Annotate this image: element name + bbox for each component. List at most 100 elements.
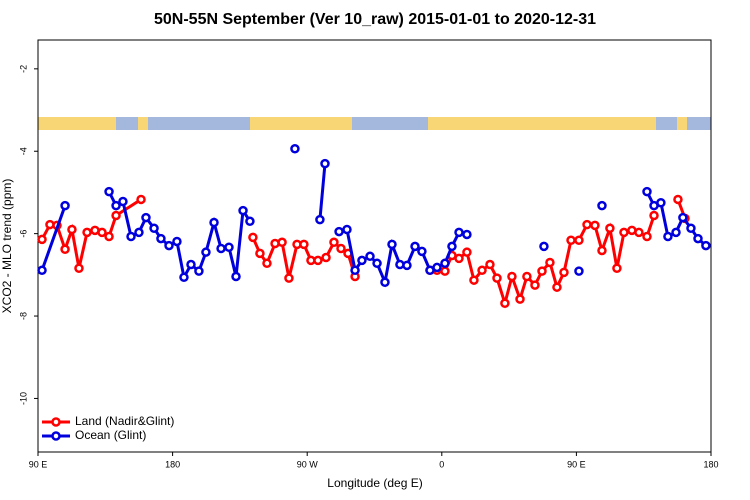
series-line — [40, 163, 707, 288]
data-point — [634, 227, 644, 238]
data-point — [539, 241, 549, 252]
data-point — [186, 259, 196, 270]
data-point — [656, 197, 666, 208]
data-point — [462, 229, 472, 240]
data-point — [673, 194, 683, 205]
data-point — [671, 227, 681, 238]
data-point — [299, 239, 309, 250]
data-point — [336, 243, 346, 254]
data-point — [566, 235, 576, 245]
data-point — [365, 251, 375, 262]
data-point — [582, 219, 592, 230]
data-point — [612, 263, 622, 273]
data-point — [678, 212, 688, 223]
data-point — [590, 220, 600, 231]
legend-label: Ocean (Glint) — [75, 428, 146, 442]
data-point — [136, 194, 146, 205]
data-point — [238, 205, 248, 216]
data-point — [313, 255, 323, 266]
plot-frame — [37, 39, 712, 453]
data-point — [104, 231, 114, 242]
y-tick-label: -2 — [18, 65, 28, 73]
data-point — [329, 237, 339, 248]
data-point — [559, 267, 569, 278]
y-axis-label: XCO2 - MLO trend (ppm) — [0, 179, 14, 314]
data-point — [290, 144, 300, 154]
data-point — [642, 186, 652, 197]
data-point — [350, 265, 360, 276]
x-tick-label: 90 E — [567, 459, 586, 469]
x-tick-label: 180 — [703, 459, 718, 469]
data-point — [149, 223, 159, 234]
data-point — [469, 275, 479, 285]
data-point — [574, 266, 584, 276]
data-point — [605, 223, 615, 234]
series-line — [40, 198, 687, 309]
data-point — [134, 227, 144, 238]
data-point — [209, 217, 219, 228]
data-point — [60, 200, 70, 211]
data-point — [357, 255, 367, 266]
data-point — [97, 227, 107, 238]
data-point — [515, 294, 525, 304]
data-point — [649, 210, 659, 221]
data-point — [255, 248, 265, 259]
data-point — [537, 266, 547, 276]
x-tick-label: 90 W — [297, 459, 319, 469]
data-point — [37, 265, 47, 276]
y-tick-label: -8 — [18, 312, 28, 320]
land-strip — [138, 117, 148, 130]
data-point — [440, 266, 450, 276]
x-tick-label: 0 — [439, 459, 444, 469]
land-strip — [38, 117, 116, 130]
data-point — [321, 252, 331, 263]
data-point — [545, 257, 555, 268]
data-point — [500, 298, 510, 309]
data-point — [530, 280, 540, 290]
data-point — [245, 216, 255, 227]
data-point — [663, 231, 673, 242]
data-point — [201, 247, 211, 257]
data-point — [485, 259, 495, 270]
chart-title: 50N-55N September (Ver 10_raw) 2015-01-0… — [154, 11, 596, 28]
y-tick-label: -4 — [18, 147, 28, 155]
data-point — [522, 271, 532, 282]
data-point — [387, 239, 397, 250]
data-point — [492, 273, 502, 283]
x-axis-label: Longitude (deg E) — [327, 476, 422, 490]
data-point — [462, 247, 472, 257]
data-point — [693, 233, 703, 244]
data-point — [248, 232, 258, 243]
data-point — [454, 227, 464, 238]
data-point — [67, 224, 77, 235]
data-point — [231, 271, 241, 282]
data-point — [380, 277, 390, 288]
data-point — [262, 258, 272, 269]
data-point — [440, 258, 450, 269]
data-point — [60, 244, 70, 255]
data-point — [402, 260, 412, 271]
data-point — [320, 158, 330, 169]
data-point — [74, 263, 84, 273]
data-point — [701, 240, 711, 251]
data-point — [597, 200, 607, 211]
data-point — [126, 231, 136, 242]
data-point — [642, 231, 652, 242]
data-point — [410, 241, 420, 252]
legend-marker — [51, 417, 61, 427]
data-point — [179, 272, 189, 283]
legend-marker — [51, 431, 61, 441]
land-ocean-strip — [38, 117, 711, 130]
data-point — [315, 214, 325, 225]
data-point — [194, 266, 204, 276]
data-point — [104, 186, 114, 197]
data-point — [334, 226, 344, 237]
y-tick-label: -6 — [18, 230, 28, 238]
data-point — [111, 210, 121, 221]
land-strip — [677, 117, 687, 130]
data-point — [574, 235, 584, 245]
data-point — [597, 245, 607, 256]
data-point — [224, 242, 234, 252]
data-point — [507, 271, 517, 282]
